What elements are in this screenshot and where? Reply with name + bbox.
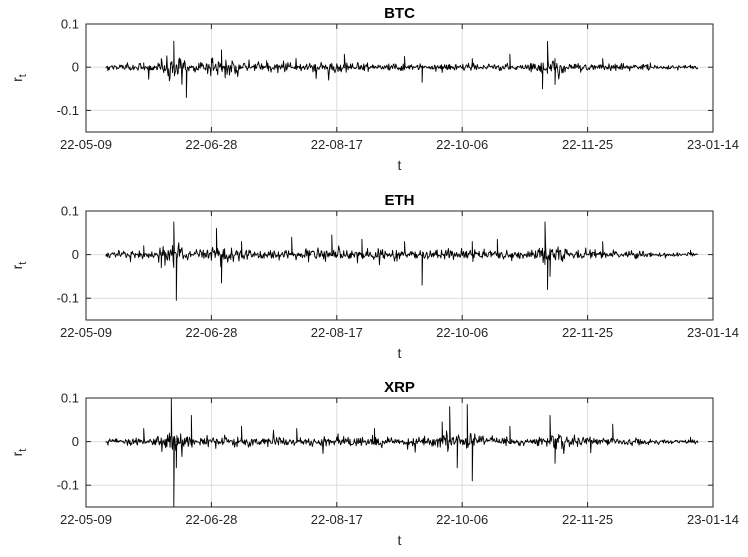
x-tick-label: 22-06-28 bbox=[185, 137, 237, 152]
series-line-eth bbox=[105, 221, 699, 301]
x-tick-label: 22-05-09 bbox=[60, 137, 112, 152]
subplot-btc: 22-05-09 22-06-28 22-08-17 22-10-06 22-11-25… bbox=[9, 5, 739, 173]
y-axis-label-main: r bbox=[9, 264, 25, 269]
y-tick-label: 0.1 bbox=[61, 391, 79, 406]
y-tick-label: 0.1 bbox=[61, 204, 79, 219]
axes-box bbox=[85, 23, 714, 133]
subplot-title: BTC bbox=[384, 5, 415, 22]
series-line-xrp bbox=[105, 397, 699, 508]
x-tick-label: 22-10-06 bbox=[436, 137, 488, 152]
x-tick-label: 22-11-25 bbox=[562, 137, 613, 152]
subplot-title: XRP bbox=[384, 379, 415, 396]
y-tick-label: 0 bbox=[72, 247, 79, 262]
x-tick-label: 22-08-17 bbox=[311, 325, 363, 340]
y-tick-label: 0 bbox=[72, 434, 79, 449]
x-tick-label: 23-01-14 bbox=[687, 325, 739, 340]
x-tick-label: 22-11-25 bbox=[562, 325, 613, 340]
axes-box bbox=[85, 397, 714, 508]
subplot-title: ETH bbox=[385, 192, 415, 209]
x-tick-label: 23-01-14 bbox=[687, 512, 739, 527]
x-axis-label: t bbox=[398, 157, 402, 173]
y-axis-label-main: r bbox=[9, 451, 25, 456]
x-tick-label: 22-06-28 bbox=[185, 325, 237, 340]
y-axis-label: rt bbox=[9, 262, 29, 270]
x-tick-label: 22-06-28 bbox=[185, 512, 237, 527]
subplot-xrp: 22-05-09 22-06-28 22-08-17 22-10-06 22-11-25… bbox=[9, 379, 739, 548]
x-tick-label: 22-05-09 bbox=[60, 325, 112, 340]
y-axis-label-main: r bbox=[9, 77, 25, 82]
x-axis-label: t bbox=[398, 345, 402, 361]
y-axis-label-subscript: t bbox=[17, 262, 29, 265]
x-tick-label: 22-05-09 bbox=[60, 512, 112, 527]
y-axis-label-subscript: t bbox=[17, 449, 29, 452]
x-axis-label: t bbox=[398, 532, 402, 548]
y-axis-label: rt bbox=[9, 449, 29, 457]
y-tick-label: -0.1 bbox=[57, 291, 79, 306]
subplot-eth: 22-05-09 22-06-28 22-08-17 22-10-06 22-11-25… bbox=[9, 192, 739, 361]
y-axis-label-subscript: t bbox=[17, 74, 29, 77]
series-line-btc bbox=[105, 40, 699, 98]
x-tick-label: 22-11-25 bbox=[562, 512, 613, 527]
y-tick-label: -0.1 bbox=[57, 478, 79, 493]
y-tick-label: 0.1 bbox=[61, 17, 79, 32]
axes-box bbox=[85, 210, 714, 321]
y-tick-label: 0 bbox=[72, 60, 79, 75]
x-tick-label: 22-08-17 bbox=[311, 137, 363, 152]
subplots: 22-05-09 22-06-28 22-08-17 22-10-06 22-11-25… bbox=[9, 5, 739, 548]
y-axis-label: rt bbox=[9, 74, 29, 82]
x-tick-label: 22-08-17 bbox=[311, 512, 363, 527]
y-tick-label: -0.1 bbox=[57, 103, 79, 118]
x-tick-label: 23-01-14 bbox=[687, 137, 739, 152]
x-tick-label: 22-10-06 bbox=[436, 512, 488, 527]
x-tick-label: 22-10-06 bbox=[436, 325, 488, 340]
